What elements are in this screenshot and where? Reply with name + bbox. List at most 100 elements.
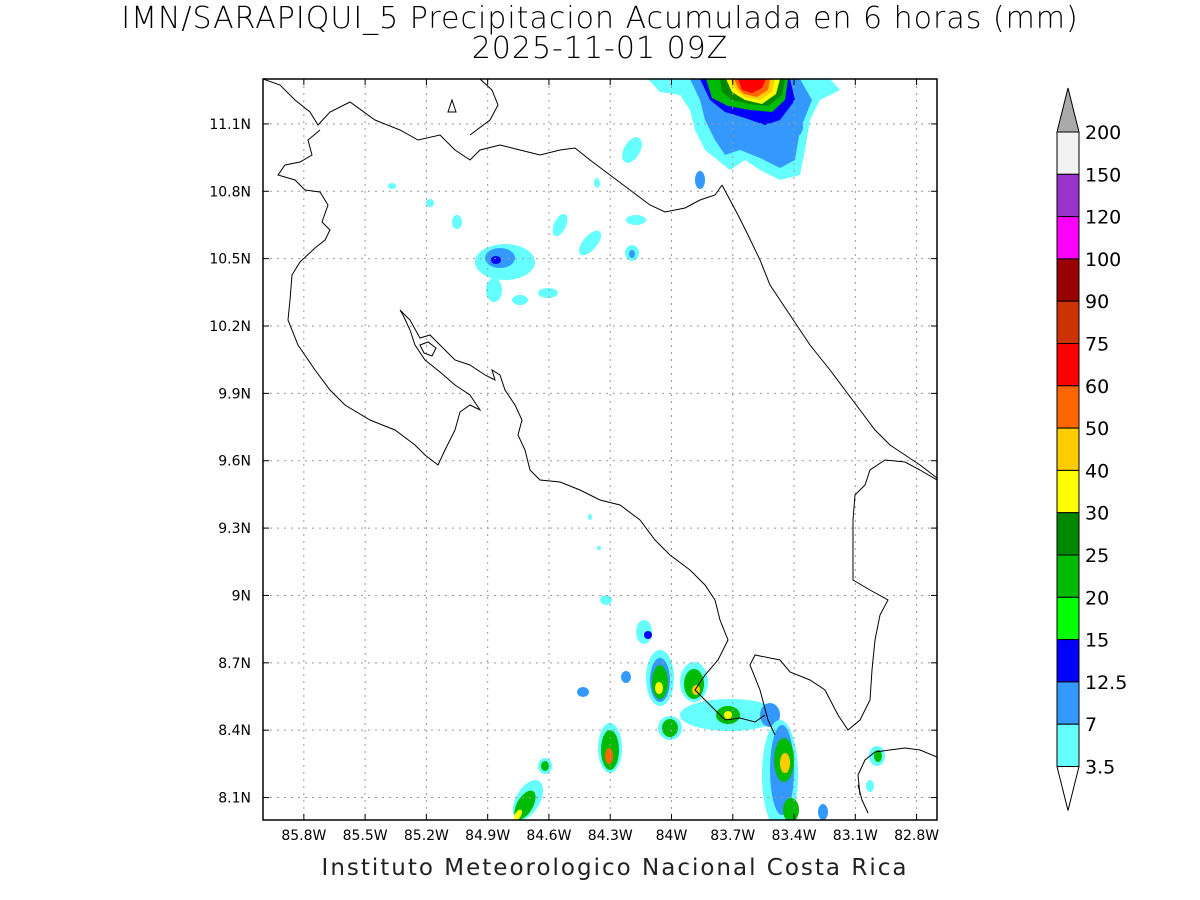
colorbar-label: 60 bbox=[1085, 376, 1109, 398]
colorbar-label: 100 bbox=[1085, 249, 1121, 271]
country-border bbox=[749, 459, 937, 736]
precip-area bbox=[512, 295, 528, 305]
precip-area bbox=[724, 711, 732, 719]
colorbar-swatch bbox=[1056, 723, 1080, 768]
lat-tick-label: 8.4N bbox=[218, 723, 251, 739]
coastline bbox=[447, 98, 457, 113]
precip-area bbox=[452, 215, 462, 229]
colorbar-swatch bbox=[1056, 216, 1080, 260]
lat-tick-label: 11.1N bbox=[209, 117, 251, 133]
precip-area bbox=[552, 213, 568, 237]
precip-area bbox=[491, 256, 501, 264]
precip-area bbox=[626, 215, 646, 225]
coastline bbox=[277, 129, 766, 723]
lon-tick-label: 85.2W bbox=[404, 828, 449, 844]
colorbar-max-arrow bbox=[1056, 87, 1080, 133]
lat-tick-label: 9N bbox=[232, 588, 251, 604]
precip-area bbox=[783, 798, 799, 820]
colorbar-swatch bbox=[1056, 469, 1080, 514]
precipitation-field bbox=[388, 79, 885, 820]
precip-area bbox=[695, 171, 705, 189]
precip-area bbox=[780, 753, 790, 773]
coastline bbox=[419, 341, 437, 357]
lat-tick-label: 8.1N bbox=[218, 791, 251, 807]
colorbar-label: 7 bbox=[1085, 714, 1097, 736]
precip-area bbox=[866, 780, 874, 792]
colorbar-swatch bbox=[1056, 343, 1080, 387]
precip-area bbox=[791, 116, 803, 136]
colorbar-swatch bbox=[1056, 131, 1080, 175]
lon-tick-label: 85.8W bbox=[281, 828, 326, 844]
coastline bbox=[263, 79, 937, 814]
colorbar-label: 30 bbox=[1085, 503, 1109, 525]
colorbar: 200 150 120 100 90 75 60 50 40 30 25 20 15 12.5 7 3.5 bbox=[1056, 87, 1127, 811]
precip-area bbox=[600, 595, 612, 605]
lat-tick-label: 10.2N bbox=[209, 319, 251, 335]
precip-area bbox=[644, 631, 652, 639]
colorbar-swatch bbox=[1056, 512, 1080, 556]
latitude-axis: 11.1N 10.8N 10.5N 10.2N 9.9N 9.6N 9.3N 9N 8.7N 8.… bbox=[209, 117, 937, 807]
precip-area bbox=[578, 230, 602, 256]
colorbar-swatch bbox=[1056, 385, 1080, 429]
footer-credit: Instituto Meteorologico Nacional Costa R… bbox=[321, 855, 909, 881]
coastline bbox=[721, 184, 937, 479]
colorbar-label: 150 bbox=[1085, 164, 1121, 186]
lon-tick-label: 84.3W bbox=[588, 828, 633, 844]
lat-tick-label: 10.8N bbox=[209, 184, 251, 200]
lat-tick-label: 8.7N bbox=[218, 656, 251, 672]
lon-tick-label: 83.4W bbox=[772, 828, 817, 844]
lon-tick-label: 82.8W bbox=[894, 828, 939, 844]
longitude-axis: 85.8W 85.5W 85.2W 84.9W 84.6W 84.3W 84W 83.7W 83… bbox=[281, 79, 939, 844]
precip-area bbox=[874, 750, 882, 762]
precip-area bbox=[577, 687, 589, 697]
colorbar-swatch bbox=[1056, 300, 1080, 345]
colorbar-min-arrow bbox=[1056, 766, 1080, 811]
colorbar-label: 75 bbox=[1085, 334, 1109, 356]
colorbar-swatch bbox=[1056, 639, 1080, 683]
colorbar-swatch bbox=[1056, 173, 1080, 218]
map-title: IMN/SARAPIQUI_5 Precipitacion Acumulada … bbox=[121, 1, 1079, 36]
colorbar-label: 50 bbox=[1085, 418, 1109, 440]
colorbar-label: 20 bbox=[1085, 587, 1109, 609]
lon-tick-label: 84W bbox=[656, 828, 688, 844]
precip-area bbox=[426, 199, 434, 207]
precip-area bbox=[514, 809, 522, 820]
coastline bbox=[857, 747, 937, 796]
lon-tick-label: 83.7W bbox=[710, 828, 755, 844]
colorbar-swatch bbox=[1056, 554, 1080, 598]
lon-tick-label: 85.5W bbox=[343, 828, 388, 844]
precip-area bbox=[541, 761, 549, 771]
lon-tick-label: 83.1W bbox=[833, 828, 878, 844]
map-gridlines bbox=[263, 79, 937, 820]
lat-tick-label: 10.5N bbox=[209, 252, 251, 268]
map-frame bbox=[262, 78, 938, 821]
lon-tick-label: 84.6W bbox=[526, 828, 571, 844]
precip-area bbox=[486, 278, 502, 302]
precip-area bbox=[818, 804, 828, 820]
precip-area bbox=[655, 682, 663, 694]
colorbar-label: 15 bbox=[1085, 630, 1109, 652]
colorbar-swatch bbox=[1056, 596, 1080, 641]
map-timestamp: 2025-11-01 09Z bbox=[471, 31, 729, 66]
colorbar-label: 40 bbox=[1085, 460, 1109, 482]
precip-area bbox=[588, 514, 592, 520]
colorbar-label: 90 bbox=[1085, 291, 1109, 313]
colorbar-label: 200 bbox=[1085, 122, 1121, 144]
lon-tick-label: 84.9W bbox=[465, 828, 510, 844]
precip-area bbox=[594, 178, 600, 188]
precip-area bbox=[621, 671, 631, 683]
colorbar-label: 12.5 bbox=[1085, 672, 1127, 694]
colorbar-label: 25 bbox=[1085, 545, 1109, 567]
precip-area bbox=[738, 79, 766, 93]
lat-tick-label: 9.9N bbox=[218, 386, 251, 402]
lat-tick-label: 9.3N bbox=[218, 521, 251, 537]
precip-area bbox=[605, 748, 613, 764]
colorbar-swatch bbox=[1056, 258, 1080, 302]
colorbar-label: 120 bbox=[1085, 207, 1121, 229]
country-border bbox=[263, 79, 723, 213]
coastline bbox=[469, 79, 499, 136]
precip-area bbox=[622, 137, 642, 163]
colorbar-swatch bbox=[1056, 681, 1080, 725]
precip-area bbox=[652, 665, 668, 699]
